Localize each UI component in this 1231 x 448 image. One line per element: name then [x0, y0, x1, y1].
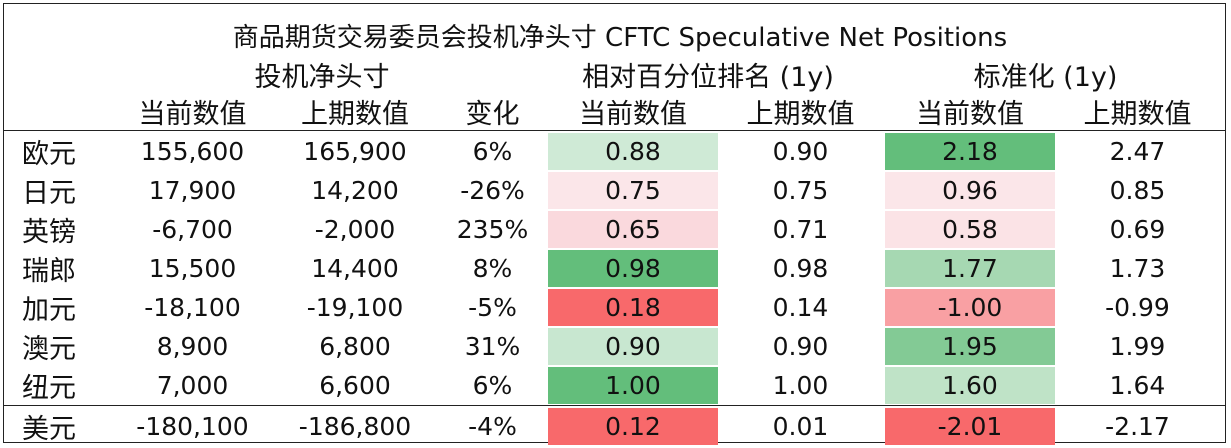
std-current-value: 1.77	[885, 250, 1055, 287]
group-net-header: 投机净头寸	[254, 61, 390, 93]
col-header: 变化	[465, 98, 520, 130]
currency-name: 欧元	[22, 138, 76, 170]
net-change-value: 8%	[472, 253, 513, 283]
rank-previous-value: 0.71	[772, 214, 829, 244]
usd-divider	[3, 405, 1226, 406]
col-header: 当前数值	[138, 98, 247, 130]
std-previous-value: 0.69	[1109, 214, 1166, 244]
std-current-value: -2.01	[885, 408, 1055, 445]
std-previous-value: 1.73	[1109, 253, 1166, 283]
rank-previous-value: 0.98	[772, 253, 829, 283]
table-row: 英镑 -6,700 -2,000 235% 0.65 0.71 0.58 0.69	[0, 210, 1231, 248]
std-previous-value: 0.85	[1109, 175, 1166, 205]
std-current-value: 1.95	[885, 328, 1055, 365]
net-change-value: 31%	[464, 331, 521, 361]
rank-current-value: 0.12	[548, 408, 718, 445]
std-previous-value: 1.99	[1109, 331, 1166, 361]
currency-name: 瑞郎	[22, 255, 76, 287]
std-previous-value: -0.99	[1105, 292, 1170, 322]
table-row: 纽元 7,000 6,600 6% 1.00 1.00 1.60 1.64	[0, 366, 1231, 404]
net-previous-value: -186,800	[298, 411, 412, 441]
net-previous-value: 14,400	[311, 253, 399, 283]
std-current-value: 0.96	[885, 172, 1055, 209]
rank-previous-value: 0.14	[772, 292, 829, 322]
table-row: 瑞郎 15,500 14,400 8% 0.98 0.98 1.77 1.73	[0, 249, 1231, 287]
net-previous-value: 14,200	[311, 175, 399, 205]
net-previous-value: 6,800	[319, 331, 391, 361]
net-change-value: 6%	[472, 370, 513, 400]
std-previous-value: 2.47	[1109, 136, 1166, 166]
table-title: 商品期货交易委员会投机净头寸 CFTC Speculative Net Posi…	[232, 22, 1008, 53]
column-header-row: 当前数值 上期数值 变化 当前数值 上期数值 当前数值 上期数值	[0, 92, 1231, 130]
rank-current-value: 1.00	[548, 367, 718, 404]
std-current-value: 0.58	[885, 211, 1055, 248]
group-header-row: 投机净头寸 相对百分位排名 (1y) 标准化 (1y)	[0, 56, 1231, 93]
net-previous-value: -19,100	[306, 292, 404, 322]
currency-name: 纽元	[22, 372, 76, 404]
net-previous-value: 6,600	[319, 370, 391, 400]
table-row: 加元 -18,100 -19,100 -5% 0.18 0.14 -1.00 -0.99	[0, 288, 1231, 326]
rank-current-value: 0.88	[548, 133, 718, 170]
net-current-value: -6,700	[152, 214, 233, 244]
net-current-value: -18,100	[144, 292, 241, 322]
std-previous-value: -2.17	[1105, 411, 1170, 441]
net-current-value: -180,100	[136, 411, 249, 441]
currency-name: 加元	[22, 294, 76, 326]
rank-previous-value: 0.90	[772, 331, 829, 361]
col-header: 当前数值	[579, 98, 687, 130]
table-row: 澳元 8,900 6,800 31% 0.90 0.90 1.95 1.99	[0, 327, 1231, 365]
net-change-value: 235%	[456, 214, 529, 244]
rank-current-value: 0.18	[548, 289, 718, 326]
col-header: 上期数值	[746, 98, 855, 130]
table-row: 日元 17,900 14,200 -26% 0.75 0.75 0.96 0.85	[0, 171, 1231, 209]
net-change-value: -5%	[468, 292, 517, 322]
group-rank-header: 相对百分位排名 (1y)	[582, 61, 834, 93]
std-current-value: -1.00	[885, 289, 1055, 326]
col-header: 当前数值	[916, 98, 1024, 130]
net-previous-value: -2,000	[314, 214, 396, 244]
group-std-header: 标准化 (1y)	[973, 61, 1118, 93]
title-row: 商品期货交易委员会投机净头寸 CFTC Speculative Net Posi…	[0, 14, 1231, 56]
net-current-value: 15,500	[148, 253, 237, 283]
net-current-value: 7,000	[156, 370, 229, 400]
rank-previous-value: 1.00	[772, 370, 829, 400]
std-previous-value: 1.64	[1109, 370, 1166, 400]
net-current-value: 8,900	[156, 331, 229, 361]
currency-name: 美元	[22, 413, 76, 445]
currency-name: 日元	[22, 177, 76, 209]
net-current-value: 155,600	[140, 136, 245, 166]
rank-previous-value: 0.90	[772, 136, 829, 166]
rank-previous-value: 0.01	[772, 411, 829, 441]
net-previous-value: 165,900	[303, 136, 407, 166]
rank-current-value: 0.65	[548, 211, 718, 248]
std-current-value: 1.60	[885, 367, 1055, 404]
currency-name: 英镑	[22, 216, 76, 248]
rank-previous-value: 0.75	[772, 175, 829, 205]
net-current-value: 17,900	[148, 175, 237, 205]
std-current-value: 2.18	[885, 133, 1055, 170]
rank-current-value: 0.98	[548, 250, 718, 287]
col-header: 上期数值	[301, 98, 409, 130]
net-change-value: -26%	[460, 175, 525, 205]
table-row: 美元 -180,100 -186,800 -4% 0.12 0.01 -2.01 -2.17	[0, 407, 1231, 445]
currency-name: 澳元	[22, 333, 76, 365]
rank-current-value: 0.90	[548, 328, 718, 365]
table-row: 欧元 155,600 165,900 6% 0.88 0.90 2.18 2.47	[0, 132, 1231, 170]
net-change-value: 6%	[472, 136, 513, 166]
net-change-value: -4%	[468, 411, 517, 441]
header-divider	[3, 130, 1226, 131]
col-header: 上期数值	[1083, 98, 1192, 130]
rank-current-value: 0.75	[548, 172, 718, 209]
